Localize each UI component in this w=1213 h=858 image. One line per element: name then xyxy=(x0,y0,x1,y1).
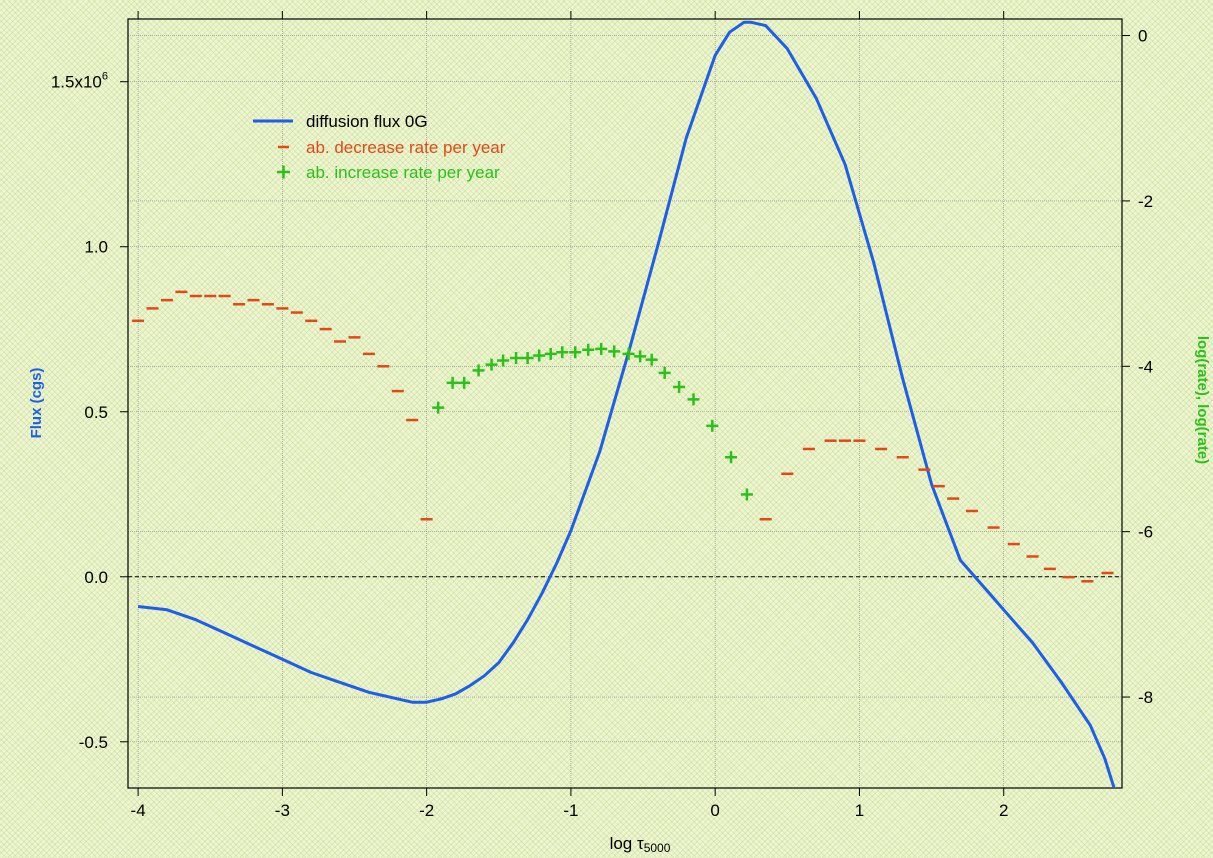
increase-marker xyxy=(510,352,523,365)
x-tick-label: 2 xyxy=(999,801,1008,820)
increase-marker xyxy=(595,342,608,355)
increase-marker xyxy=(634,350,647,363)
y-right-tick-label: -8 xyxy=(1138,688,1153,707)
y-axis-right-label: log(rate), log(rate) xyxy=(1194,336,1211,464)
increase-marker xyxy=(645,353,658,366)
flux-line xyxy=(137,20,1116,788)
legend-label-flux: diffusion flux 0G xyxy=(306,112,428,131)
increase-marker xyxy=(687,393,700,406)
increase-marker xyxy=(556,346,569,359)
increase-marker xyxy=(446,376,459,389)
x-axis-label-subscript: 5000 xyxy=(644,841,671,855)
legend-label-increase: ab. increase rate per year xyxy=(306,163,500,182)
increase-marker xyxy=(658,366,671,379)
y-left-tick-label: 0.5 xyxy=(84,403,108,422)
x-tick-label: -3 xyxy=(275,801,290,820)
increase-marker xyxy=(673,380,686,393)
y-left-tick-label: 0.0 xyxy=(84,568,108,587)
increase-marker xyxy=(521,352,534,365)
y-axis-top-tick-mantissa: 1.5x10 xyxy=(51,73,102,92)
increase-marker xyxy=(582,343,595,356)
x-tick-label: -2 xyxy=(419,801,434,820)
increase-marker xyxy=(497,354,510,367)
x-tick-label: 1 xyxy=(855,801,864,820)
y-axis-right-label-text: log(rate), log(rate) xyxy=(1194,336,1211,464)
x-axis-label: log τ5000 xyxy=(610,834,671,855)
y-left-tick-label: 1.0 xyxy=(84,238,108,257)
x-tick-label: -1 xyxy=(563,801,578,820)
y-axis-left-label: Flux (cgs) xyxy=(28,368,45,439)
plot-frame xyxy=(127,18,1123,789)
x-axis-label-main: log τ xyxy=(610,834,644,853)
increase-marker xyxy=(706,419,719,432)
plot-marks xyxy=(132,20,1116,788)
increase-marker xyxy=(740,488,753,501)
y-right-tick-label: -2 xyxy=(1138,192,1153,211)
y-right-tick-label: -6 xyxy=(1138,523,1153,542)
increase-marker xyxy=(472,364,485,377)
legend-label-decrease: ab. decrease rate per year xyxy=(306,138,506,157)
increase-marker xyxy=(569,346,582,359)
increase-marker xyxy=(458,376,471,389)
gridlines xyxy=(128,19,1122,788)
y-right-tick-label: -4 xyxy=(1138,357,1153,376)
increase-marker xyxy=(533,349,546,362)
increase-marker xyxy=(544,347,557,360)
x-tick-label: 0 xyxy=(710,801,719,820)
y-axis-top-tick-label: 1.5x106 xyxy=(51,71,108,92)
y-left-tick-label: -0.5 xyxy=(79,733,108,752)
increase-marker xyxy=(432,401,445,414)
y-axis-top-tick-exponent: 6 xyxy=(102,71,108,83)
legend-swatch-increase xyxy=(277,165,290,179)
increase-marker xyxy=(725,451,738,464)
axis-ticks: -4 -3 -2 -1 0 1 2 -0.5 0.0 0.5 1.0 -8 -6 -4 -2 0 xyxy=(79,11,1153,820)
legend: diffusion flux 0G ab. decrease rate per … xyxy=(253,112,506,182)
x-tick-label: -4 xyxy=(131,801,146,820)
increase-marker xyxy=(485,358,498,371)
increase-marker xyxy=(608,345,621,358)
y-right-tick-label: 0 xyxy=(1138,27,1147,46)
increase-marker xyxy=(622,347,635,360)
